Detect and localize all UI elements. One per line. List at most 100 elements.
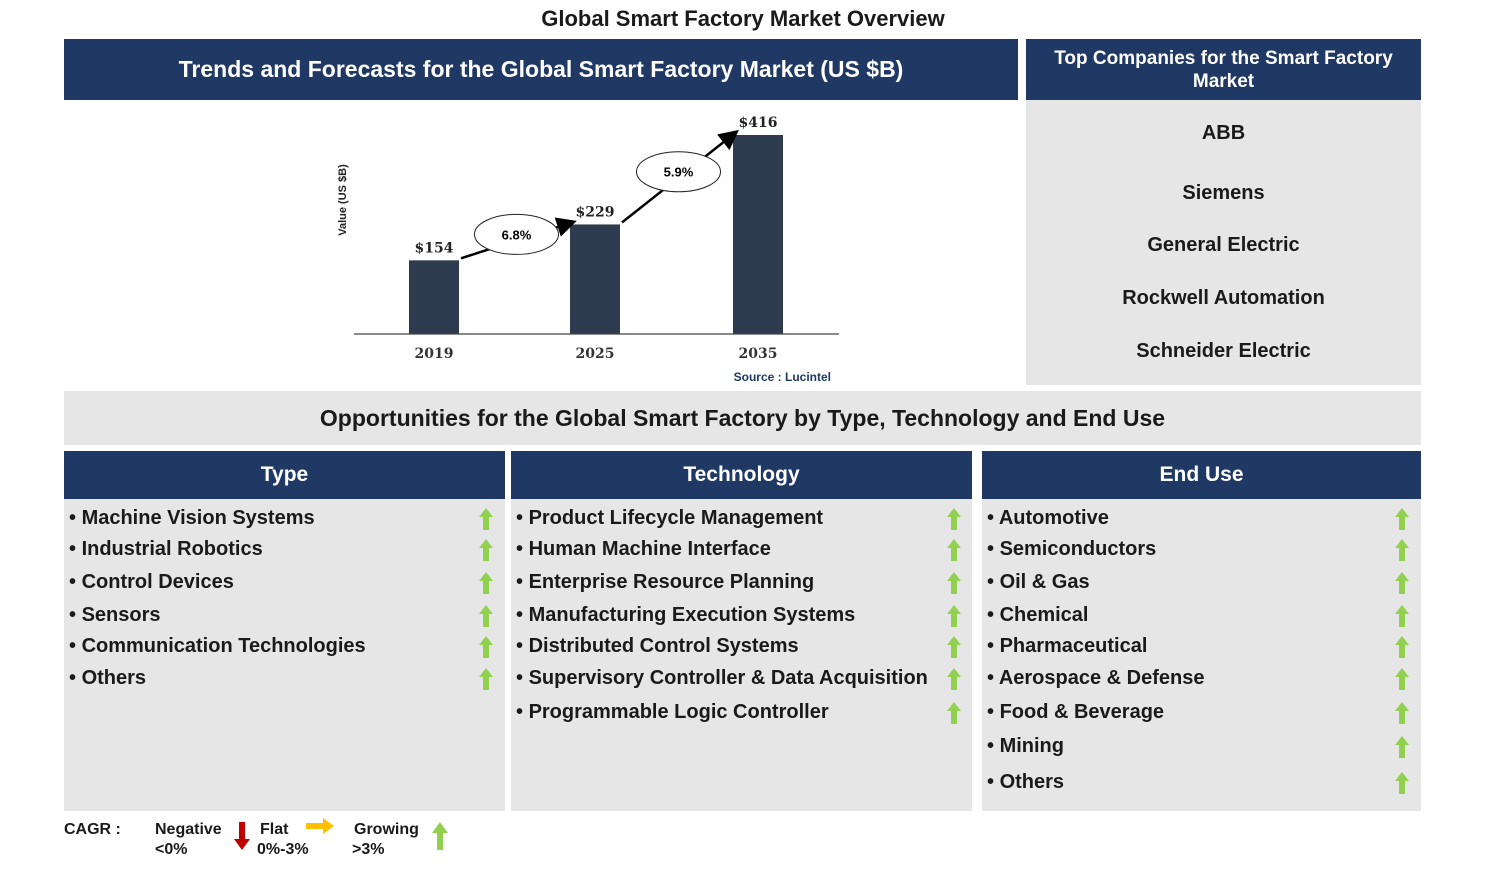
bar-value-label-2035: $416 — [739, 115, 778, 131]
list-item-label: Communication Technologies — [81, 635, 366, 657]
red-down-arrow-icon — [234, 822, 250, 850]
list-item-label: Food & Beverage — [999, 701, 1165, 723]
list-item-label: Industrial Robotics — [81, 538, 263, 560]
green-up-arrow-icon — [947, 702, 961, 724]
bullet: • — [516, 507, 529, 529]
x-tick-label-2025: 2025 — [576, 346, 615, 362]
list-item: • Pharmaceutical — [987, 635, 1147, 658]
list-item-label: Sensors — [81, 604, 161, 626]
list-item-label: Human Machine Interface — [528, 538, 771, 560]
bullet: • — [69, 604, 82, 626]
legend-growing-label: Growing — [354, 821, 419, 838]
company-general-electric: General Electric — [1147, 234, 1300, 256]
list-item-label: Aerospace & Defense — [998, 667, 1205, 689]
market-forecast-chart: Value (US $B) $154 2019 $229 2025 $416 2035 6… — [337, 115, 839, 384]
legend-cagr-label: CAGR : — [64, 821, 121, 838]
type-column: • Machine Vision Systems • Industrial Rob… — [64, 499, 505, 811]
green-up-arrow-icon — [1395, 736, 1409, 758]
bullet: • — [516, 571, 529, 593]
page-title: Global Smart Factory Market Overview — [541, 6, 945, 31]
bullet: • — [516, 604, 529, 626]
green-up-arrow-icon — [947, 668, 961, 690]
list-item: • Food & Beverage — [987, 701, 1164, 724]
list-item: • Human Machine Interface — [516, 538, 771, 561]
green-up-arrow-icon — [947, 636, 961, 658]
green-up-arrow-icon — [479, 539, 493, 561]
legend-flat-label: Flat — [260, 821, 289, 838]
bullet: • — [516, 635, 529, 657]
bullet: • — [69, 635, 82, 657]
green-up-arrow-icon — [479, 636, 493, 658]
list-item: • Programmable Logic Controller — [516, 701, 829, 724]
green-up-arrow-icon — [1395, 508, 1409, 530]
company-abb: ABB — [1201, 122, 1246, 144]
list-item: • Distributed Control Systems — [516, 635, 799, 658]
legend-growing-range: >3% — [352, 841, 385, 858]
list-item: • Control Devices — [69, 571, 234, 594]
company-siemens: Siemens — [1182, 182, 1265, 204]
list-item: • Others — [69, 667, 146, 690]
bar-2019 — [409, 260, 459, 334]
green-up-arrow-icon — [479, 508, 493, 530]
cagr-label-2025-2035: 5.9% — [664, 165, 694, 180]
bullet: • — [516, 701, 529, 723]
green-up-arrow-icon — [1395, 668, 1409, 690]
cagr-bubble-2025-2035 — [636, 151, 721, 193]
list-item-label: Supervisory Controller & Data Acquisitio… — [528, 667, 928, 689]
list-item: • Others — [987, 771, 1064, 794]
bullet: • — [69, 571, 82, 593]
green-up-arrow-icon — [479, 668, 493, 690]
bullet: • — [987, 701, 1000, 723]
legend-negative-range: <0% — [155, 841, 188, 858]
list-item: • Manufacturing Execution Systems — [516, 604, 855, 627]
bullet: • — [69, 507, 82, 529]
end-use-column-header: End Use — [982, 451, 1421, 499]
green-up-arrow-icon — [947, 508, 961, 530]
technology-column-header: Technology — [511, 451, 972, 499]
green-up-arrow-icon — [432, 822, 448, 850]
bullet: • — [987, 538, 1000, 560]
green-up-arrow-icon — [1395, 702, 1409, 724]
cagr-label-2019-2025: 6.8% — [502, 227, 532, 242]
yellow-right-arrow-icon — [306, 818, 334, 834]
list-item-label: Machine Vision Systems — [81, 507, 315, 529]
list-item-label: Product Lifecycle Management — [528, 507, 824, 529]
bullet: • — [987, 635, 1000, 657]
x-tick-label-2035: 2035 — [739, 346, 778, 362]
chart-y-axis-label: Value (US $B) — [337, 164, 349, 236]
opportunities-header: Opportunities for the Global Smart Facto… — [64, 391, 1421, 445]
company-schneider-electric: Schneider Electric — [1136, 340, 1311, 362]
bullet: • — [69, 667, 82, 689]
chart-panel-header: Trends and Forecasts for the Global Smar… — [64, 39, 1018, 100]
type-column-header: Type — [64, 451, 505, 499]
bar-2035 — [733, 135, 783, 334]
list-item-label: Programmable Logic Controller — [528, 701, 829, 723]
list-item: • Product Lifecycle Management — [516, 507, 823, 530]
bullet: • — [987, 735, 1000, 757]
green-up-arrow-icon — [1395, 636, 1409, 658]
legend-flat-range: 0%-3% — [257, 841, 309, 858]
bar-2025 — [570, 224, 620, 334]
list-item-label: Manufacturing Execution Systems — [528, 604, 856, 626]
list-item: • Oil & Gas — [987, 571, 1090, 594]
list-item: • Enterprise Resource Planning — [516, 571, 814, 594]
cagr-bubble-2019-2025 — [474, 213, 559, 255]
bullet: • — [516, 667, 529, 689]
bullet: • — [987, 667, 999, 689]
list-item-label: Chemical — [999, 604, 1089, 626]
legend-negative-label: Negative — [155, 821, 222, 838]
bullet: • — [987, 604, 1000, 626]
list-item-label: Control Devices — [81, 571, 234, 593]
green-up-arrow-icon — [947, 572, 961, 594]
list-item: • Chemical — [987, 604, 1089, 627]
list-item-label: Mining — [999, 735, 1064, 757]
bullet: • — [987, 507, 999, 529]
list-item-label: Distributed Control Systems — [528, 635, 799, 657]
list-item: • Supervisory Controller & Data Acquisit… — [516, 667, 928, 690]
list-item: • Industrial Robotics — [69, 538, 263, 561]
list-item: • Automotive — [987, 507, 1109, 530]
list-item: • Mining — [987, 735, 1064, 758]
technology-column: • Product Lifecycle Management • Human Ma… — [511, 499, 972, 811]
companies-panel: ABB Siemens General Electric Rockwell Au… — [1026, 100, 1421, 385]
green-up-arrow-icon — [1395, 572, 1409, 594]
